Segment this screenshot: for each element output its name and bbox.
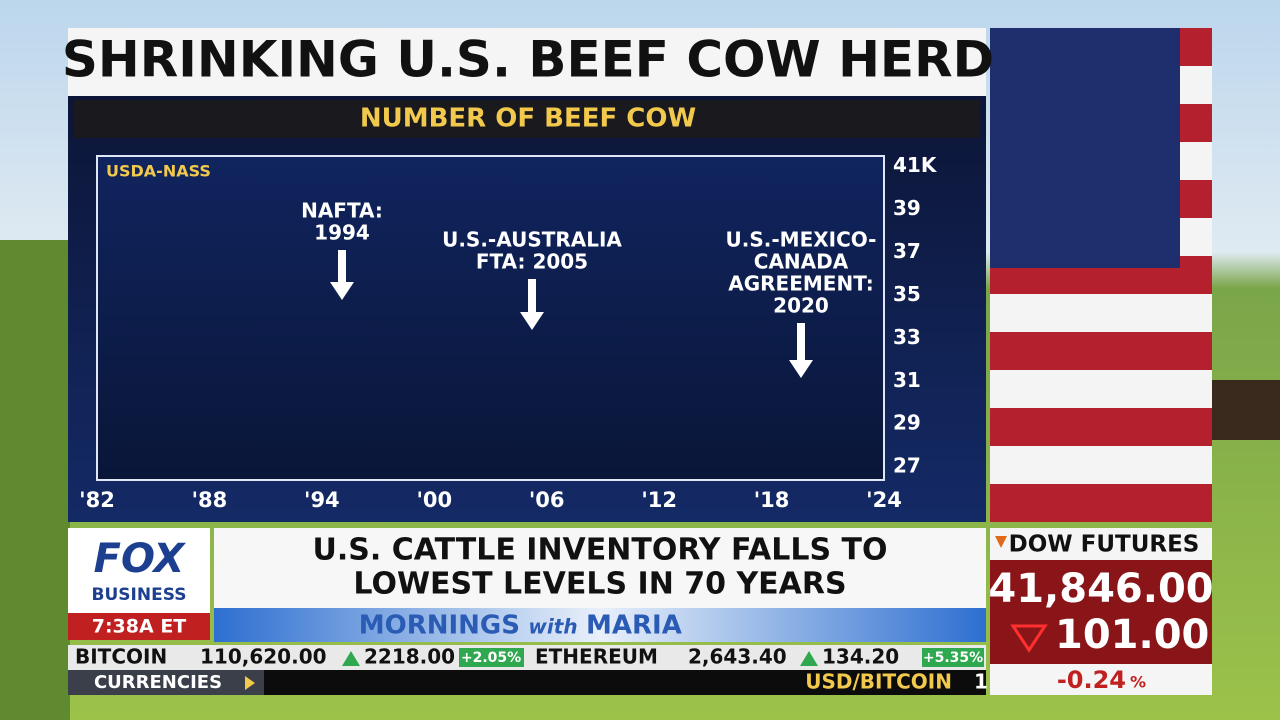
subtitle-band xyxy=(74,100,980,138)
x-tick-label: '94 xyxy=(304,488,340,512)
chart-subtitle: NUMBER OF BEEF COW xyxy=(360,104,696,134)
pct-box xyxy=(922,648,984,667)
ticker-pct: +5.35% xyxy=(923,650,983,666)
annotation-arrow xyxy=(520,279,544,330)
market-header xyxy=(990,528,1212,560)
show-name: MORNINGS xyxy=(359,611,520,641)
ticker-change: 2218.00 xyxy=(364,645,455,669)
pct-box xyxy=(459,648,524,667)
title-band xyxy=(68,28,986,96)
annotation: NAFTA: xyxy=(301,199,383,223)
fence xyxy=(1212,380,1280,440)
annotation: U.S.-AUSTRALIA xyxy=(442,228,622,252)
x-tick-label: '18 xyxy=(754,488,790,512)
annotation: CANADA xyxy=(754,250,849,274)
time: 7:38A ET xyxy=(92,616,187,638)
ticker-name: BITCOIN xyxy=(75,645,167,669)
time-box xyxy=(68,613,210,640)
market-pct: -0.24 xyxy=(1057,666,1126,694)
annotation: FTA: 2005 xyxy=(476,250,588,274)
annotation: 1994 xyxy=(314,221,370,245)
x-tick-label: '00 xyxy=(416,488,452,512)
annotation: AGREEMENT: xyxy=(728,272,873,296)
market-change: 101.00 xyxy=(1055,612,1209,658)
headline-box xyxy=(214,528,986,608)
x-tick-label: '24 xyxy=(866,488,902,512)
ticker-bar xyxy=(68,645,986,670)
headline: LOWEST LEVELS IN 70 YEARS xyxy=(353,567,846,602)
play-icon xyxy=(245,676,255,690)
ticker-change: 134.20 xyxy=(822,645,899,669)
up-arrow xyxy=(342,651,360,666)
show-banner xyxy=(214,608,986,642)
market-pct-unit: % xyxy=(1130,673,1146,692)
logo: FOX xyxy=(94,536,187,582)
ticker-price: 2,643.40 xyxy=(688,645,787,669)
y-tick-label: 31 xyxy=(893,368,921,392)
pair: USD/BITCOIN xyxy=(805,670,952,694)
down-arrow xyxy=(1010,624,1048,653)
y-tick-label: 33 xyxy=(893,325,921,349)
annotation: 2020 xyxy=(773,294,829,318)
pair-value: 1 xyxy=(974,670,988,694)
y-tick-label: 37 xyxy=(893,239,921,263)
y-tick-label: 41K xyxy=(893,153,938,177)
ticker-price: 110,620.00 xyxy=(200,645,327,669)
x-tick-label: '82 xyxy=(79,488,115,512)
section-box xyxy=(68,670,264,695)
y-tick-label: 27 xyxy=(893,454,921,478)
x-tick-label: '06 xyxy=(529,488,565,512)
flag xyxy=(990,28,1212,522)
logo-sub: BUSINESS xyxy=(92,585,187,605)
y-tick-label: 29 xyxy=(893,411,921,435)
chart-title: SHRINKING U.S. BEEF COW HERD xyxy=(62,31,994,89)
pct-band xyxy=(990,664,1212,695)
annotation: U.S.-MEXICO- xyxy=(726,228,877,252)
plot-area xyxy=(96,155,885,481)
show-name: with xyxy=(528,615,577,639)
market-price: 41,846.00 xyxy=(988,566,1213,612)
down-icon xyxy=(995,536,1007,548)
market-name: DOW FUTURES xyxy=(1009,532,1200,558)
field xyxy=(0,240,70,720)
x-tick-label: '88 xyxy=(192,488,228,512)
show-name: MARIA xyxy=(586,611,682,641)
y-tick-label: 39 xyxy=(893,196,921,220)
ticker-pct: +2.05% xyxy=(461,650,521,666)
headline: U.S. CATTLE INVENTORY FALLS TO xyxy=(313,533,888,568)
y-tick-label: 35 xyxy=(893,282,921,306)
x-tick-label: '12 xyxy=(641,488,677,512)
ticker-name: ETHEREUM xyxy=(535,645,658,669)
annotation-arrow xyxy=(330,250,354,300)
up-arrow xyxy=(800,651,818,666)
section: CURRENCIES xyxy=(94,672,222,693)
source: USDA-NASS xyxy=(106,162,211,181)
annotation-arrow xyxy=(789,323,813,378)
